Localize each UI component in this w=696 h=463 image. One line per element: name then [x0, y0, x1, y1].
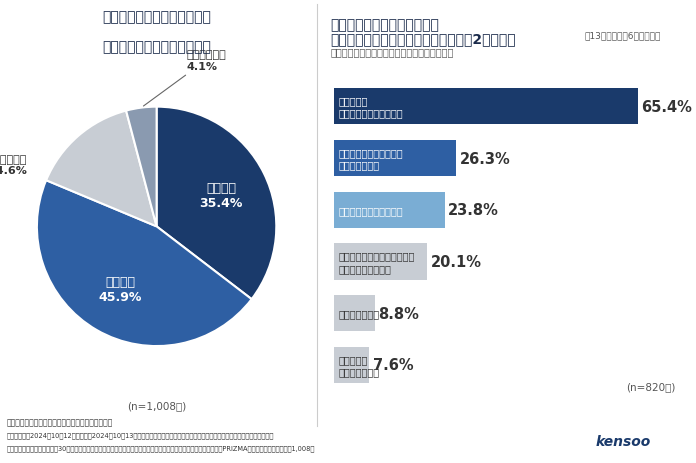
Text: 7.6%: 7.6%: [373, 358, 413, 373]
Text: 長年住み慣れた環境への
愛着があるから: 長年住み慣れた環境への 愛着があるから: [339, 148, 404, 170]
Text: 8.8%: 8.8%: [379, 306, 420, 321]
Text: kensoo: kensoo: [595, 434, 651, 448]
Text: 20.1%: 20.1%: [431, 255, 482, 269]
Text: 26.3%: 26.3%: [460, 151, 511, 166]
Bar: [334, 244, 427, 280]
Text: 立地が良く
利便性に優れているから: 立地が良く 利便性に優れているから: [339, 96, 404, 118]
Text: いま住んでいるマンションに: いま住んでいるマンションに: [331, 19, 439, 32]
Wedge shape: [46, 112, 157, 227]
Bar: [334, 295, 375, 332]
Bar: [334, 89, 638, 125]
Bar: [334, 141, 456, 177]
Wedge shape: [157, 107, 276, 300]
Text: 《調査概要：「マンションの修繕」に関する調査》: 《調査概要：「マンションの修繕」に関する調査》: [7, 418, 113, 426]
Text: 「強く思う」「やや思う」と回答した方が回答: 「強く思う」「やや思う」と回答した方が回答: [331, 47, 454, 57]
Wedge shape: [126, 107, 157, 227]
Bar: [334, 347, 370, 383]
Text: 住み続けたいと思いますか？: 住み続けたいと思いますか？: [102, 40, 211, 54]
Text: 全13項目中上位6項目を抜粋: 全13項目中上位6項目を抜粋: [585, 31, 661, 40]
Text: やや思う
45.9%: やや思う 45.9%: [99, 275, 142, 303]
Text: 65.4%: 65.4%: [641, 100, 692, 114]
Text: いま住んでいるマンションに: いま住んでいるマンションに: [102, 10, 211, 24]
Text: 周辺環境や
眺望が良いから: 周辺環境や 眺望が良いから: [339, 354, 380, 376]
Text: あまり思わない
14.6%: あまり思わない 14.6%: [0, 154, 27, 176]
Text: (n=820人): (n=820人): [626, 381, 675, 391]
Text: ・調査対象：調査解答時に築30年以上のマンションを購入し、住んでいると回答したモニター　　・モニター提供元：PRIZMAリサーチ　・調査人数：1,008人: ・調査対象：調査解答時に築30年以上のマンションを購入し、住んでいると回答したモ…: [7, 444, 315, 451]
Text: 住み続けたい理由は何ですか？（上位2つまで）: 住み続けたい理由は何ですか？（上位2つまで）: [331, 32, 516, 46]
Bar: [334, 192, 445, 228]
Text: 引っ越すお金がないから: 引っ越すお金がないから: [339, 205, 404, 215]
Text: 日当たりや風通しの良さなど
住空間が快適だから: 日当たりや風通しの良さなど 住空間が快適だから: [339, 251, 415, 273]
Text: (n=1,008人): (n=1,008人): [127, 400, 187, 410]
Text: ・調査期間：2024年10月12日（土）～2024年10月13日（日）　　・調査方法：インターネット調査　　　・調査元：株式会社建装: ・調査期間：2024年10月12日（土）～2024年10月13日（日） ・調査方…: [7, 432, 274, 438]
Text: 強く思う
35.4%: 強く思う 35.4%: [199, 181, 243, 209]
Text: 23.8%: 23.8%: [448, 203, 499, 218]
Text: 部屋が広いから: 部屋が広いから: [339, 308, 380, 319]
Text: 全く思わない
4.1%: 全く思わない 4.1%: [143, 50, 226, 107]
Wedge shape: [37, 181, 252, 346]
